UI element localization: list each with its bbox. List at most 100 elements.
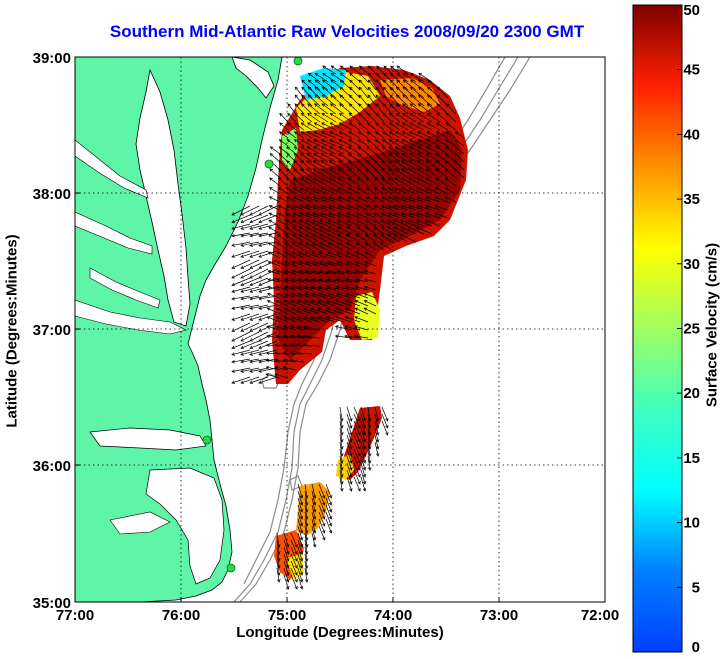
velocity-vector [347, 177, 361, 187]
colorbar-tick-label: 45 [683, 62, 700, 79]
velocity-vector-head [294, 564, 298, 569]
velocity-vector [347, 212, 361, 219]
velocity-vector [290, 316, 305, 323]
velocity-vector [426, 146, 441, 155]
velocity-vector [355, 251, 369, 259]
velocity-vector-head [426, 139, 430, 143]
velocity-vector-head [322, 508, 326, 513]
velocity-vector-head [407, 226, 411, 230]
velocity-vector [394, 219, 409, 227]
velocity-vector-head [278, 160, 282, 164]
velocity-vector-head [444, 187, 449, 191]
velocity-vector [276, 539, 280, 555]
velocity-vector [387, 212, 401, 219]
velocity-vector-head [231, 296, 235, 301]
velocity-vector-head [292, 187, 297, 191]
velocity-vector [320, 205, 337, 211]
velocity-vector [445, 146, 457, 155]
velocity-vector-head [395, 112, 400, 117]
velocity-vector [277, 234, 289, 243]
velocity-vector-head [408, 168, 412, 172]
velocity-vector [355, 293, 369, 299]
velocity-vector-head [290, 316, 295, 320]
velocity-vector-head [299, 204, 303, 209]
velocity-vector [277, 212, 289, 219]
x-tick-label: 73:00 [480, 607, 518, 624]
velocity-vector-head [407, 196, 412, 200]
velocity-vector [359, 65, 369, 75]
velocity-vector-head [354, 285, 359, 290]
velocity-vector-head [328, 501, 333, 506]
velocity-vector-head [328, 160, 333, 164]
velocity-vector-head [367, 122, 371, 126]
velocity-vector-head [335, 269, 340, 274]
colorbar-tick-label: 5 [692, 579, 700, 596]
velocity-vector [376, 86, 385, 99]
velocity-vector-head [400, 196, 405, 200]
velocity-vector [283, 366, 297, 371]
velocity-vector [348, 131, 361, 139]
velocity-vector [395, 146, 409, 155]
velocity-vector-head [338, 131, 343, 135]
velocity-vector-head [357, 131, 362, 135]
velocity-vector [327, 286, 345, 291]
velocity-vector [374, 177, 385, 187]
velocity-vector [328, 177, 345, 187]
velocity-vector-head [354, 307, 359, 311]
velocity-vector [240, 295, 260, 300]
velocity-vector-head [410, 79, 414, 83]
velocity-vector [240, 304, 260, 309]
velocity-vector [360, 413, 366, 429]
velocity-vector [304, 532, 308, 548]
velocity-vector-head [268, 219, 273, 223]
velocity-vector [346, 434, 352, 450]
velocity-vector [367, 113, 377, 123]
velocity-vector-head [401, 160, 405, 164]
velocity-vector [374, 168, 385, 179]
velocity-vector [373, 242, 385, 251]
velocity-vector [425, 196, 441, 203]
velocity-vector [283, 359, 297, 363]
velocity-vector [416, 187, 433, 195]
velocity-vector [400, 234, 417, 243]
velocity-vector [337, 212, 353, 219]
velocity-vector-head [306, 153, 311, 157]
velocity-vector-head [286, 571, 290, 576]
velocity-vector-head [304, 226, 309, 230]
velocity-vector [303, 344, 321, 347]
velocity-vector-head [357, 480, 361, 485]
velocity-vector-head [394, 160, 399, 164]
velocity-vector [358, 122, 369, 131]
velocity-vector [349, 86, 361, 99]
velocity-vector-head [310, 299, 315, 303]
velocity-vector [231, 277, 251, 286]
velocity-vector [347, 168, 361, 179]
velocity-vector [445, 139, 457, 147]
velocity-vector [338, 160, 353, 171]
velocity-vector-head [339, 103, 343, 107]
velocity-vector-head [305, 196, 310, 200]
velocity-vector-head [408, 139, 413, 143]
velocity-vector-head [389, 86, 394, 91]
velocity-vector [284, 261, 297, 267]
james-river [75, 299, 187, 335]
velocity-vector-head [357, 473, 361, 478]
velocity-vector-head [294, 112, 298, 117]
velocity-vector [312, 187, 329, 195]
velocity-vector-head [434, 212, 438, 216]
velocity-vector-head [319, 226, 323, 230]
velocity-vector-head [346, 212, 351, 216]
velocity-vector-head [402, 72, 407, 77]
velocity-vector-head [327, 219, 332, 223]
velocity-vector-head [375, 432, 380, 436]
velocity-vector-head [417, 139, 421, 143]
velocity-vector-head [365, 177, 370, 181]
velocity-vector [357, 187, 369, 195]
velocity-vector-head [301, 79, 305, 84]
velocity-vector [278, 168, 289, 179]
velocity-vector [300, 153, 313, 163]
velocity-vector [454, 153, 465, 163]
velocity-vector [275, 366, 289, 371]
velocity-vector-head [319, 186, 324, 191]
